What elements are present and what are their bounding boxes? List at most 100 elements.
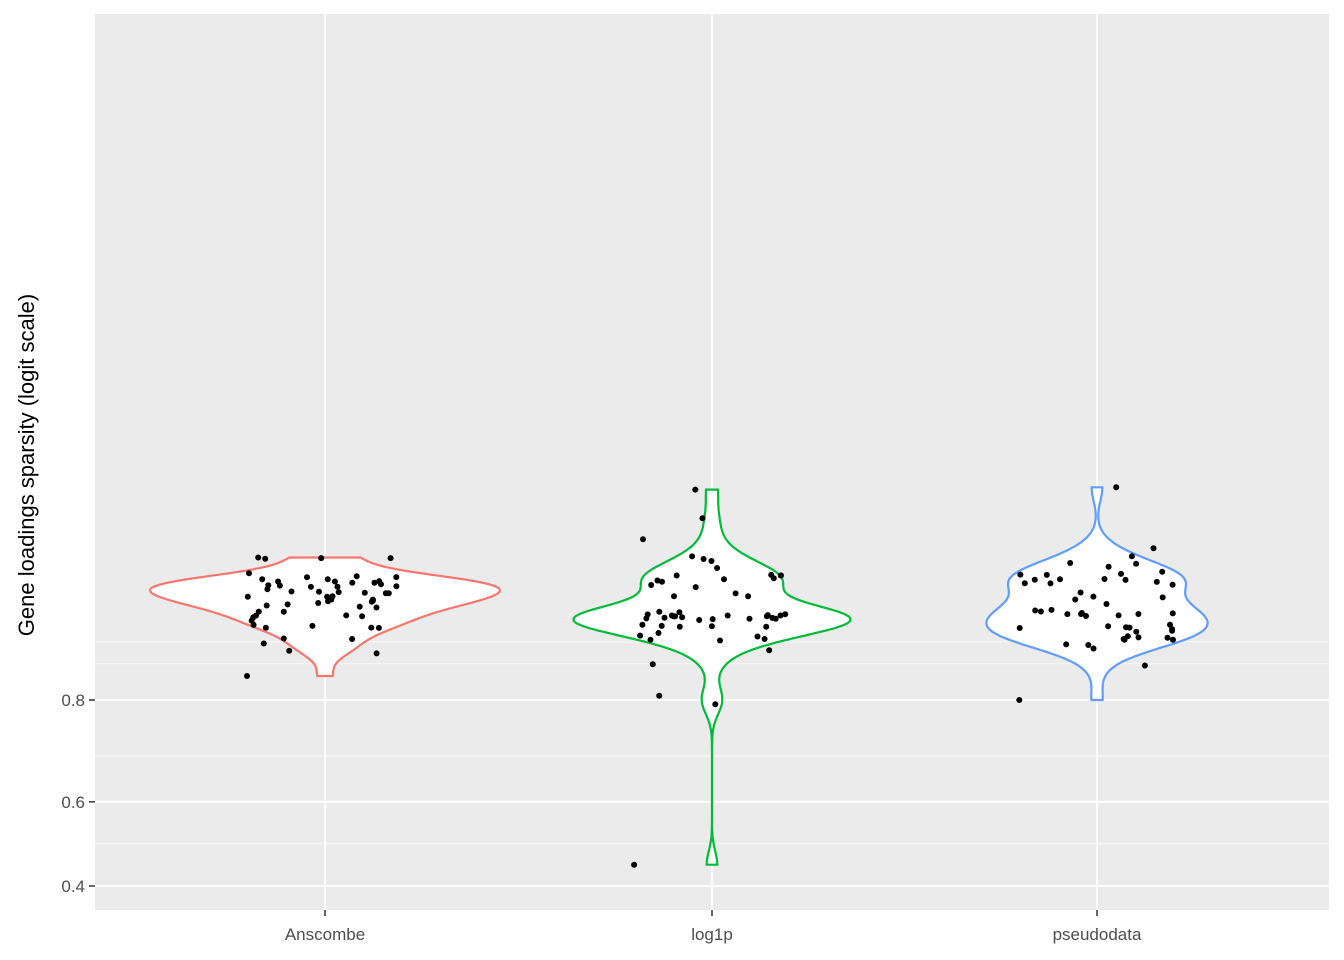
point-Anscombe-36 xyxy=(361,589,368,596)
point-Anscombe-0 xyxy=(244,673,250,679)
point-log1p-4 xyxy=(766,647,773,654)
point-Anscombe-3 xyxy=(368,624,375,631)
point-pseudodata-15 xyxy=(1016,625,1023,631)
point-Anscombe-26 xyxy=(331,578,338,585)
point-Anscombe-56 xyxy=(286,647,293,654)
point-Anscombe-32 xyxy=(316,588,322,595)
point-pseudodata-18 xyxy=(1167,621,1173,628)
point-log1p-52 xyxy=(640,536,646,543)
point-Anscombe-20 xyxy=(259,576,266,583)
point-log1p-41 xyxy=(777,572,784,579)
point-log1p-50 xyxy=(700,556,707,562)
violin-log1p xyxy=(572,488,852,866)
point-Anscombe-29 xyxy=(387,555,394,562)
x-tick-label-2: pseudodata xyxy=(1053,925,1142,944)
point-Anscombe-10 xyxy=(325,598,331,605)
point-log1p-51 xyxy=(689,553,696,560)
point-Anscombe-27 xyxy=(262,555,269,562)
point-log1p-49 xyxy=(708,558,715,564)
point-Anscombe-5 xyxy=(356,603,363,610)
point-Anscombe-22 xyxy=(246,570,252,577)
point-log1p-21 xyxy=(637,632,644,639)
point-pseudodata-23 xyxy=(1135,611,1142,617)
point-pseudodata-43 xyxy=(1169,581,1176,588)
point-pseudodata-45 xyxy=(1159,568,1166,575)
point-pseudodata-0 xyxy=(1016,697,1023,703)
point-pseudodata-28 xyxy=(1032,607,1039,614)
point-log1p-7 xyxy=(647,636,654,643)
y-axis: 0.4 0.6 0.8 xyxy=(61,691,95,896)
point-Anscombe-49 xyxy=(309,622,316,629)
point-log1p-46 xyxy=(714,565,721,571)
point-Anscombe-21 xyxy=(349,579,356,586)
point-Anscombe-14 xyxy=(385,590,392,597)
point-Anscombe-42 xyxy=(288,588,295,595)
point-Anscombe-57 xyxy=(284,601,291,608)
point-log1p-33 xyxy=(724,612,731,619)
point-log1p-3 xyxy=(649,661,656,668)
point-pseudodata-6 xyxy=(1063,641,1070,648)
point-Anscombe-11 xyxy=(373,604,380,611)
point-pseudodata-46 xyxy=(1067,560,1074,566)
point-Anscombe-13 xyxy=(335,589,342,596)
point-pseudodata-27 xyxy=(1048,606,1055,613)
point-pseudodata-1 xyxy=(1141,662,1148,669)
point-pseudodata-48 xyxy=(1128,553,1135,560)
point-pseudodata-9 xyxy=(1124,633,1131,640)
point-Anscombe-44 xyxy=(255,608,262,615)
point-pseudodata-32 xyxy=(1090,593,1097,600)
y-tick-label-0: 0.4 xyxy=(61,877,85,896)
violin-pseudodata xyxy=(985,486,1209,702)
x-tick-label-1: log1p xyxy=(691,925,733,944)
point-Anscombe-18 xyxy=(324,576,331,583)
point-pseudodata-8 xyxy=(1135,634,1142,641)
point-Anscombe-53 xyxy=(349,636,356,642)
point-log1p-9 xyxy=(676,623,683,630)
point-log1p-11 xyxy=(676,609,683,616)
point-Anscombe-51 xyxy=(262,624,269,631)
point-pseudodata-26 xyxy=(1037,608,1044,615)
point-pseudodata-36 xyxy=(1101,576,1108,582)
point-Anscombe-1 xyxy=(280,635,287,642)
point-Anscombe-25 xyxy=(393,583,400,590)
point-pseudodata-47 xyxy=(1133,560,1140,567)
point-log1p-45 xyxy=(721,576,727,583)
point-log1p-6 xyxy=(717,637,723,644)
point-Anscombe-8 xyxy=(329,593,336,600)
y-tick-label-2: 0.8 xyxy=(61,691,85,710)
point-Anscombe-28 xyxy=(255,554,262,561)
point-Anscombe-54 xyxy=(260,640,267,647)
point-log1p-16 xyxy=(661,614,668,621)
point-Anscombe-41 xyxy=(353,573,360,580)
point-log1p-25 xyxy=(658,622,665,629)
point-log1p-20 xyxy=(672,613,679,620)
point-Anscombe-24 xyxy=(304,574,310,581)
point-pseudodata-29 xyxy=(1103,601,1110,607)
point-pseudodata-2 xyxy=(1090,645,1097,652)
violins xyxy=(148,486,1209,866)
point-log1p-2 xyxy=(656,692,663,699)
point-log1p-53 xyxy=(699,515,706,522)
point-log1p-15 xyxy=(709,616,716,623)
violin-Anscombe xyxy=(148,556,502,678)
y-tick-label-1: 0.6 xyxy=(61,793,85,812)
point-pseudodata-10 xyxy=(1170,636,1176,643)
point-pseudodata-38 xyxy=(1021,580,1028,587)
point-log1p-39 xyxy=(648,582,655,588)
point-pseudodata-24 xyxy=(1064,611,1071,618)
point-log1p-32 xyxy=(782,611,789,618)
point-pseudodata-42 xyxy=(1057,576,1063,583)
point-log1p-47 xyxy=(692,584,699,591)
point-log1p-23 xyxy=(754,633,761,640)
point-pseudodata-17 xyxy=(1123,624,1129,631)
point-log1p-0 xyxy=(631,861,638,868)
point-Anscombe-40 xyxy=(275,578,282,585)
point-log1p-30 xyxy=(696,617,703,623)
point-log1p-8 xyxy=(655,630,662,636)
data-points xyxy=(244,484,1176,868)
point-Anscombe-34 xyxy=(324,593,331,600)
point-log1p-27 xyxy=(656,608,663,615)
point-Anscombe-30 xyxy=(318,555,325,562)
point-pseudodata-19 xyxy=(1115,612,1122,619)
